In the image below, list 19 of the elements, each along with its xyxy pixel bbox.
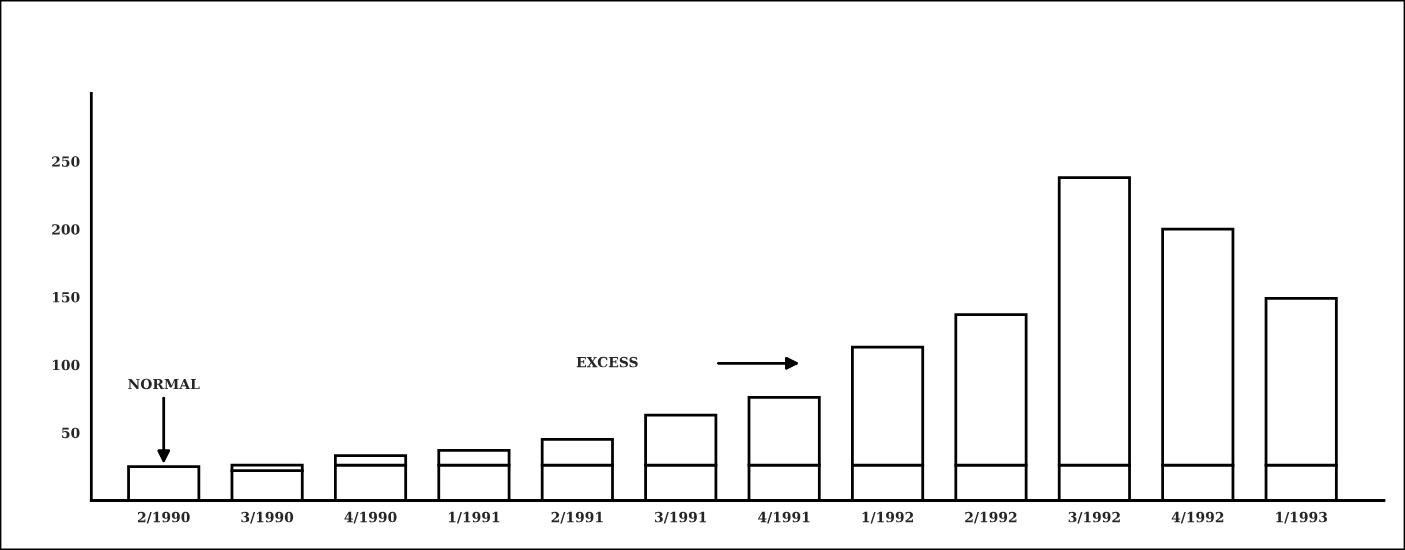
x-tick-label: 1/1993 <box>1276 511 1328 524</box>
y-tick-label: 50 <box>62 427 80 439</box>
y-tick-label: 150 <box>52 291 80 303</box>
x-tick-label: 2/1991 <box>551 511 603 524</box>
x-tick-label: 3/1991 <box>655 511 707 524</box>
y-tick-label: 200 <box>52 224 80 235</box>
x-tick-label: 3/1992 <box>1068 511 1120 524</box>
y-tick-label: 250 <box>52 156 80 167</box>
x-tick-label: 2/1990 <box>137 511 190 524</box>
annotation: NORMAL <box>128 378 200 390</box>
x-tick-label: 1/1992 <box>862 511 914 524</box>
x-tick-label: 2/1992 <box>965 511 1017 524</box>
x-tick-label: 1/1991 <box>448 511 500 524</box>
x-tick-label: 3/1990 <box>241 511 294 524</box>
x-tick-label: 4/1992 <box>1171 511 1224 524</box>
y-tick-label: 100 <box>52 359 80 371</box>
annotation: EXCESS <box>576 356 638 368</box>
x-tick-label: 4/1990 <box>344 511 397 524</box>
x-tick-label: 4/1991 <box>758 511 810 524</box>
